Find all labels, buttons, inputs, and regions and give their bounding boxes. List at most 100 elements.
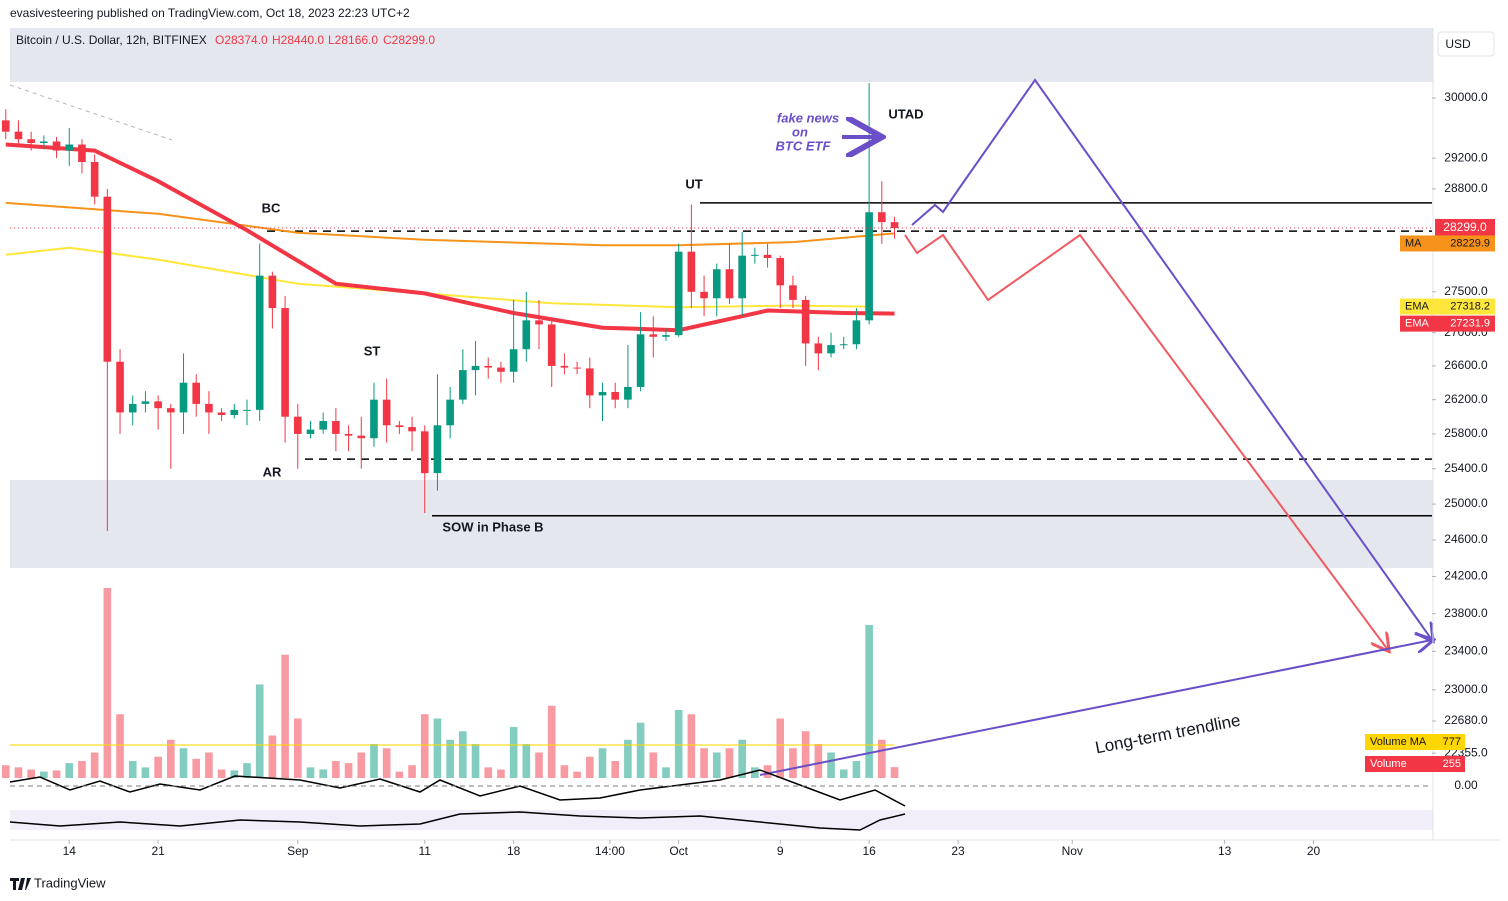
volume-bar (420, 714, 429, 778)
candle-body (446, 399, 454, 426)
y-tick-label: 23000.0 (1444, 682, 1488, 696)
candle-body (890, 222, 899, 229)
volume-bar (471, 743, 480, 778)
candle-body (509, 349, 518, 372)
candle-body (687, 251, 696, 292)
volume-bar (78, 760, 86, 778)
annotation: fake news (777, 110, 839, 125)
y-tick-label: 30000.0 (1444, 90, 1488, 104)
candle-body (179, 382, 188, 413)
candle-body (839, 344, 848, 346)
volume-bar (319, 769, 327, 778)
volume-bar (560, 765, 569, 778)
volume-bar (408, 765, 416, 778)
volume-bar (547, 705, 556, 778)
annotation: on (792, 124, 808, 139)
candle-body (255, 275, 264, 410)
y-tick-label: 24600.0 (1444, 532, 1488, 546)
candle-body (801, 299, 810, 344)
projection-path (904, 233, 1388, 650)
y-tick-label: 23800.0 (1444, 606, 1488, 620)
volume-bar (103, 588, 112, 778)
volume-bar (268, 735, 277, 778)
y-tick-label: 24200.0 (1444, 569, 1488, 583)
candle-body (357, 435, 366, 439)
volume-bar (65, 763, 74, 778)
volume-bar (179, 748, 188, 778)
candle-body (14, 131, 23, 140)
symbol-legend: Bitcoin / U.S. Dollar, 12h, BITFINEX O28… (16, 33, 435, 47)
symbol: Bitcoin / U.S. Dollar, 12h, BITFINEX (16, 33, 207, 47)
candle-body (497, 367, 505, 372)
volume-bar (865, 624, 873, 778)
volume-bar (52, 770, 61, 778)
candle-body (585, 368, 594, 396)
candle-body (420, 431, 429, 474)
candle-body (90, 162, 99, 197)
publisher: evasivesteering published on TradingView… (10, 6, 410, 20)
currency[interactable]: USD (1445, 37, 1471, 51)
candle-body (878, 212, 886, 223)
projection-path (911, 78, 1432, 640)
candle-body (763, 254, 772, 259)
volume-bar (281, 654, 289, 778)
volume-label-name: Volume MA (1370, 736, 1427, 748)
candle-body (344, 433, 353, 436)
volume-bar (205, 752, 213, 778)
x-tick-label: 9 (777, 844, 784, 858)
candle-body (243, 409, 251, 411)
volume-bar (306, 767, 315, 778)
candle-body (167, 408, 175, 413)
volume-bar (662, 767, 670, 778)
low: L28166.0 (328, 33, 378, 47)
candle-body (433, 425, 442, 474)
volume-bar (217, 769, 226, 778)
volume-bar (585, 756, 594, 778)
ma-line (5, 201, 895, 247)
volume-bar (14, 767, 23, 778)
candle-body (814, 343, 823, 354)
x-tick-label: Nov (1062, 844, 1083, 858)
candle-body (624, 386, 632, 400)
candle-body (674, 251, 683, 336)
candle-body (332, 421, 340, 434)
volume-bar (141, 767, 150, 778)
candle-body (598, 392, 607, 396)
volume-bar (154, 756, 162, 778)
candle-body (1, 120, 10, 132)
candle-body (738, 255, 746, 299)
volume-bar (357, 752, 366, 778)
high: H28440.0 (272, 33, 324, 47)
volume-label-value: 777 (1443, 736, 1461, 748)
series-value: 28229.9 (1450, 237, 1490, 249)
candle-body (751, 254, 759, 256)
candle-body (408, 427, 416, 432)
oscillator-line (9, 769, 906, 807)
volume-bar (712, 752, 721, 778)
candle-body (230, 409, 239, 416)
volume-bar (700, 748, 708, 778)
candle-body (40, 141, 48, 143)
candle-body (573, 367, 581, 369)
annotation: BC (262, 200, 281, 215)
candle-body (268, 275, 277, 309)
volume-bar (801, 731, 810, 778)
volume-bar (878, 739, 886, 778)
currency-button[interactable] (1437, 31, 1495, 57)
candle-body (154, 401, 162, 409)
candle-body (649, 334, 658, 337)
volume-bar (776, 718, 785, 778)
volume-bar (128, 760, 137, 778)
x-tick-label: Sep (287, 844, 309, 858)
volume-bar (459, 731, 467, 778)
candle-body (535, 320, 543, 325)
x-tick-label: 21 (151, 844, 165, 858)
candle-body (27, 139, 35, 143)
annotation: BTC ETF (776, 138, 832, 153)
x-tick-label: 23 (951, 844, 965, 858)
x-tick-label: 13 (1218, 844, 1232, 858)
candle-body (293, 416, 302, 434)
x-tick-label: Oct (669, 844, 688, 858)
volume-bar (293, 718, 302, 778)
